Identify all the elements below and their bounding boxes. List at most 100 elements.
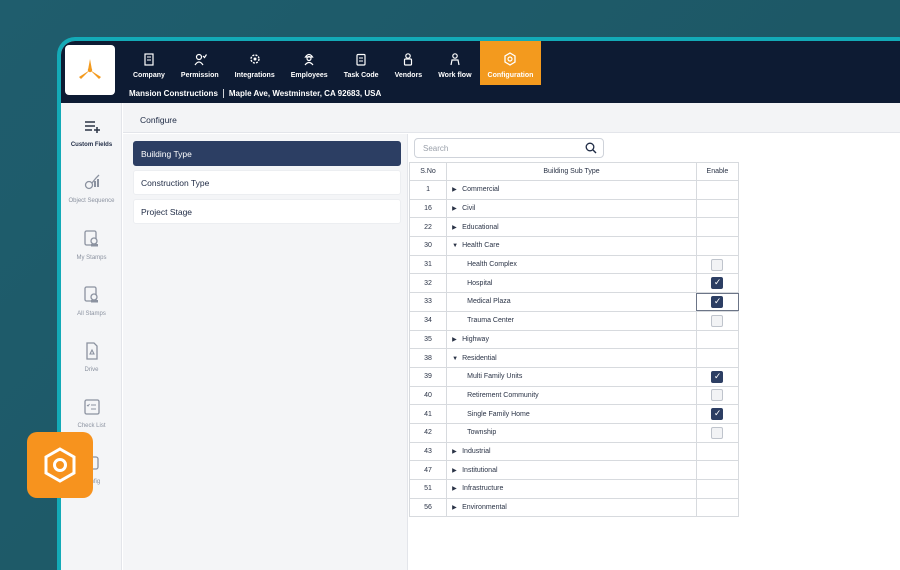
expand-icon[interactable]: ▶ [452, 486, 457, 493]
row-name: ▶ Industrial [446, 441, 697, 462]
user-check-icon [194, 53, 207, 66]
clipboard-icon [356, 53, 366, 66]
enable-checkbox[interactable] [711, 295, 724, 308]
row-enable [695, 254, 740, 275]
rail-my-stamps[interactable]: My Stamps [61, 229, 122, 261]
table-row[interactable]: 40 Retirement Community [408, 385, 740, 406]
row-label: Educational [462, 223, 499, 231]
table-row[interactable]: 39 Multi Family Units [408, 366, 740, 387]
expand-icon[interactable]: ▶ [452, 206, 457, 213]
table-row[interactable]: 1 ▶ Commercial [408, 180, 740, 200]
row-name: Trauma Center [446, 310, 697, 331]
row-name: ▶ Environmental [446, 497, 697, 518]
table-row[interactable]: 47 ▶ Institutional [408, 460, 740, 480]
enable-checkbox[interactable] [711, 370, 724, 383]
nav-label: Integrations [234, 72, 275, 79]
table-row[interactable]: 56 ▶ Environmental [408, 497, 740, 518]
search-input[interactable]: Search [414, 138, 604, 158]
category-project-stage[interactable]: Project Stage [133, 199, 401, 224]
expand-icon[interactable]: ▶ [452, 467, 457, 474]
row-sno: 22 [408, 217, 448, 238]
row-sno: 16 [408, 198, 448, 219]
nav-permission[interactable]: Permission [173, 41, 227, 85]
expand-icon[interactable]: ▶ [452, 224, 457, 231]
add-list-icon [84, 121, 100, 133]
company-name: Mansion Constructions [129, 89, 218, 98]
enable-checkbox[interactable] [711, 258, 724, 271]
table-row[interactable]: 38 ▼ Residential [408, 348, 740, 368]
expand-icon[interactable]: ▶ [452, 448, 457, 455]
building-icon [144, 53, 154, 66]
row-sno: 41 [408, 404, 448, 424]
row-enable [695, 385, 740, 406]
expand-icon[interactable]: ▶ [452, 187, 457, 194]
table-row[interactable]: 34 Trauma Center [408, 310, 740, 331]
config-badge[interactable] [27, 432, 93, 498]
enable-checkbox[interactable] [711, 426, 724, 439]
company-logo[interactable] [65, 45, 115, 95]
rail-label: Check List [77, 423, 106, 429]
stamps-icon [83, 286, 98, 303]
config-gear-icon [504, 52, 517, 66]
row-label: Health Care [462, 242, 500, 250]
object-sequence-icon [84, 174, 99, 190]
divider [222, 89, 224, 98]
table-row[interactable]: 30 ▼ Health Care [408, 236, 740, 256]
row-sno: 39 [408, 366, 448, 387]
stamp-icon [83, 230, 98, 247]
row-sno: 1 [408, 180, 448, 200]
rail-all-stamps[interactable]: All Stamps [61, 285, 122, 317]
row-enable [695, 441, 740, 462]
nav-employees[interactable]: Employees [283, 41, 336, 85]
collapse-icon[interactable]: ▼ [452, 243, 459, 250]
enable-checkbox[interactable] [711, 277, 724, 290]
left-rail: Custom Fields Object Sequence My Stamps All… [61, 103, 122, 570]
row-sno: 38 [408, 348, 448, 368]
row-label: Infrastructure [462, 485, 504, 493]
nav-integrations[interactable]: Integrations [227, 41, 283, 85]
table-row[interactable]: 42 Township [408, 422, 740, 443]
table-row[interactable]: 22 ▶ Educational [408, 217, 740, 238]
category-construction-type[interactable]: Construction Type [133, 170, 401, 195]
nav-company[interactable]: Company [125, 41, 173, 85]
row-sno: 32 [408, 273, 448, 294]
category-building-type[interactable]: Building Type [133, 141, 401, 166]
row-label: Residential [462, 354, 497, 362]
row-enable [695, 310, 740, 331]
row-label: Single Family Home [467, 410, 530, 418]
nav-label: Task Code [343, 72, 379, 79]
gears-icon [249, 54, 260, 64]
subtype-panel: Search S.No Building Sub Type Enable 1 ▶ C… [408, 134, 900, 570]
rail-custom-fields[interactable]: Custom Fields [61, 116, 122, 148]
table-row[interactable]: 41 Single Family Home [408, 404, 740, 424]
search-icon[interactable] [585, 142, 597, 154]
nav-work-flow[interactable]: Work flow [430, 41, 479, 85]
row-label: Institutional [462, 466, 498, 474]
nav-label: Work flow [438, 72, 472, 79]
rail-drive[interactable]: Drive [61, 341, 122, 373]
table-row[interactable]: 43 ▶ Industrial [408, 441, 740, 462]
table-row[interactable]: 31 Health Complex [408, 254, 740, 275]
row-name: ▶ Institutional [446, 460, 697, 480]
enable-checkbox[interactable] [711, 389, 724, 402]
rail-check-list[interactable]: Check List [61, 397, 122, 429]
rail-object-sequence[interactable]: Object Sequence [61, 172, 122, 204]
nav-configuration[interactable]: Configuration [479, 41, 542, 85]
row-label: Highway [462, 335, 489, 343]
enable-checkbox[interactable] [711, 408, 724, 421]
row-sno: 40 [408, 385, 448, 406]
rail-label: My Stamps [76, 255, 107, 261]
table-row[interactable]: 33 Medical Plaza [408, 292, 740, 312]
expand-icon[interactable]: ▶ [452, 505, 457, 512]
row-sno: 47 [408, 460, 448, 480]
table-row[interactable]: 16 ▶ Civil [408, 198, 740, 219]
nav-task-code[interactable]: Task Code [336, 41, 387, 85]
nav-vendors[interactable]: Vendors [387, 41, 431, 85]
table-row[interactable]: 51 ▶ Infrastructure [408, 479, 740, 499]
table-row[interactable]: 32 Hospital [408, 273, 740, 294]
table-row[interactable]: 35 ▶ Highway [408, 329, 740, 350]
collapse-icon[interactable]: ▼ [452, 355, 459, 362]
row-name: Retirement Community [446, 385, 697, 406]
expand-icon[interactable]: ▶ [452, 336, 457, 343]
enable-checkbox[interactable] [711, 314, 724, 327]
